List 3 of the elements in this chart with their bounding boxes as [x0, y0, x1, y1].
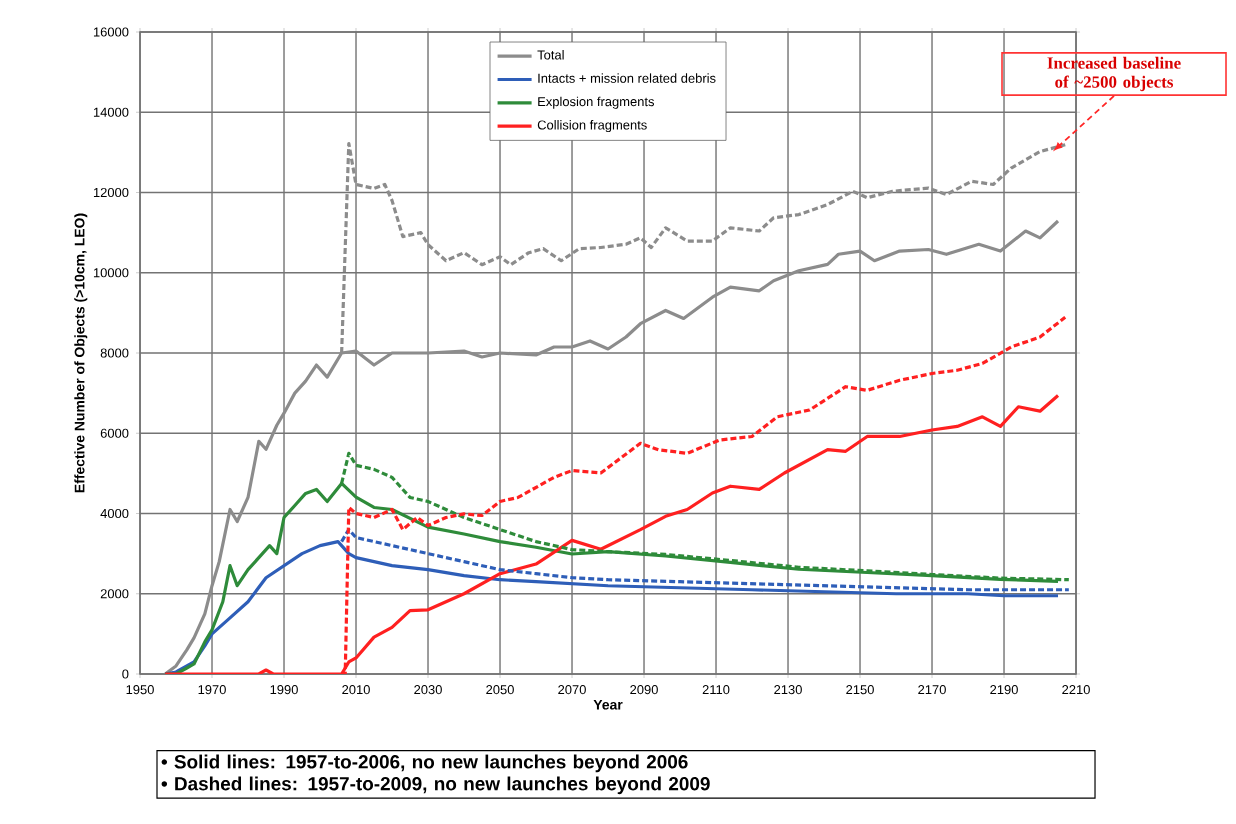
annotation: Increased baseline of ~2500 objects — [1047, 56, 1181, 92]
text: • Solid lines: 1957-to-2006, no new launches beyond 2006 — [161, 754, 688, 773]
text: • Dashed lines: 1957-to-2009, no new launches beyond 2009 — [161, 776, 710, 795]
